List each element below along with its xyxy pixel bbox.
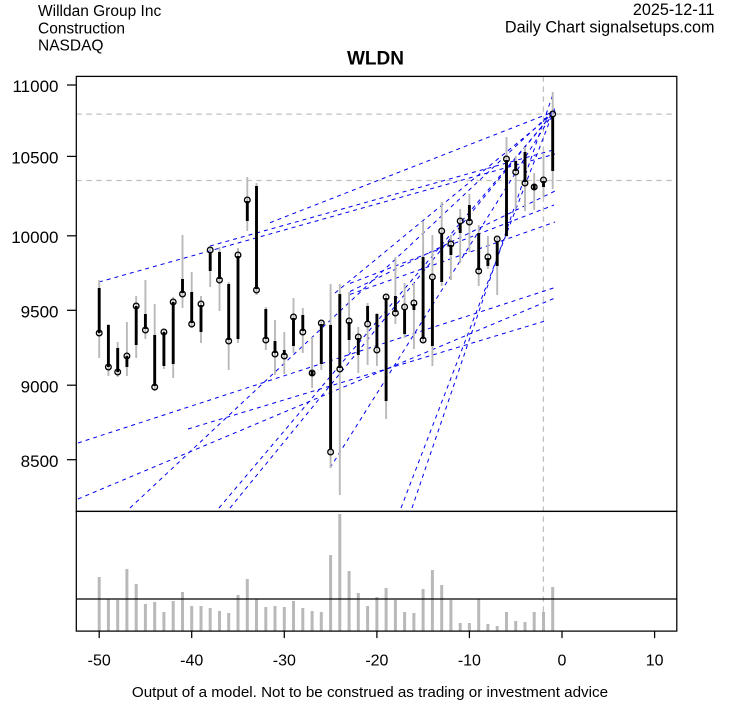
svg-text:Output of a model. Not to be c: Output of a model. Not to be construed a… [132, 684, 608, 701]
svg-text:9500: 9500 [21, 303, 59, 322]
svg-text:-10: -10 [458, 653, 481, 670]
svg-text:-20: -20 [365, 653, 388, 670]
svg-text:2025-12-11: 2025-12-11 [633, 1, 715, 19]
svg-text:-40: -40 [180, 653, 203, 670]
svg-text:Willdan Group Inc: Willdan Group Inc [38, 3, 161, 20]
svg-text:0: 0 [558, 653, 567, 670]
svg-text:8500: 8500 [21, 452, 59, 471]
svg-text:-50: -50 [88, 653, 111, 670]
svg-text:-30: -30 [273, 653, 296, 670]
svg-text:11000: 11000 [12, 77, 58, 96]
svg-text:Construction: Construction [38, 21, 125, 38]
svg-text:10500: 10500 [11, 149, 58, 168]
svg-text:10000: 10000 [11, 228, 58, 247]
svg-text:WLDN: WLDN [347, 49, 404, 70]
svg-text:10: 10 [646, 653, 664, 670]
svg-text:9000: 9000 [21, 377, 59, 396]
svg-text:Daily Chart signalsetups.com: Daily Chart signalsetups.com [505, 19, 715, 37]
svg-text:NASDAQ: NASDAQ [38, 38, 103, 55]
